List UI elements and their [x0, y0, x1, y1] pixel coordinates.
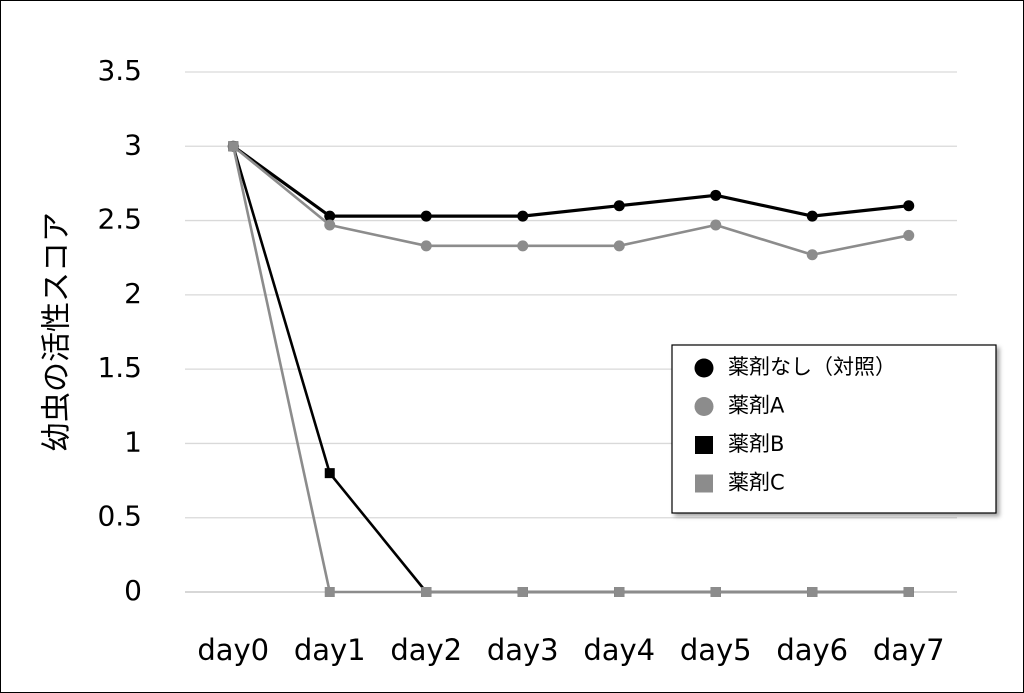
marker: [324, 587, 335, 597]
marker: [806, 210, 818, 222]
legend-label: 薬剤C: [728, 471, 785, 495]
x-tick-label: day6: [776, 633, 848, 667]
y-tick-label: 3.5: [97, 54, 142, 87]
plot: [227, 140, 915, 597]
x-tick-label: day5: [680, 633, 752, 667]
marker: [806, 249, 818, 261]
marker: [517, 587, 528, 597]
y-tick-label: 2: [124, 277, 142, 310]
x-tick-label: day2: [390, 633, 462, 667]
x-tick-label: day0: [197, 633, 269, 667]
marker: [228, 141, 239, 152]
marker: [517, 210, 529, 222]
marker: [324, 468, 335, 479]
x-tick-label: day7: [873, 633, 945, 667]
y-tick-label: 2.5: [97, 203, 142, 236]
series-line: [232, 144, 909, 218]
marker: [420, 210, 432, 222]
y-tick-label: 1: [124, 425, 142, 458]
marker: [613, 200, 625, 212]
marker: [903, 229, 915, 241]
legend: 薬剤なし（対照） 薬剤A 薬剤B 薬剤C: [671, 344, 997, 514]
marker: [710, 587, 721, 597]
legend-marker: [695, 474, 713, 493]
x-tick-label: day4: [583, 633, 655, 667]
marker: [903, 200, 915, 212]
y-tick-label: 3: [124, 128, 142, 161]
marker: [324, 210, 336, 222]
marker: [614, 587, 625, 597]
y-tick-label: 0: [124, 574, 142, 607]
legend-label: 薬剤A: [728, 394, 785, 418]
marker: [421, 587, 432, 597]
legend-label: 薬剤なし（対照）: [728, 355, 896, 379]
series-line: [231, 146, 909, 594]
marker: [710, 189, 722, 201]
marker: [710, 219, 722, 231]
legend-box: [671, 344, 997, 514]
marker: [517, 240, 529, 252]
marker: [807, 587, 818, 597]
marker: [324, 219, 336, 231]
x-tick-label: day1: [294, 633, 366, 667]
marker: [420, 240, 432, 252]
y-tick-label: 0.5: [97, 500, 142, 533]
x-tick-label: day3: [487, 633, 559, 667]
series-line: [232, 145, 910, 257]
y-axis-label: 幼虫の活性スコア: [40, 212, 75, 452]
series: [228, 141, 914, 597]
legend-label: 薬剤B: [728, 432, 784, 456]
legend-marker: [695, 436, 713, 454]
y-tick-label: 1.5: [97, 351, 142, 384]
legend-marker: [694, 358, 714, 378]
marker: [903, 587, 914, 597]
marker: [613, 240, 625, 252]
legend-marker: [694, 397, 714, 416]
